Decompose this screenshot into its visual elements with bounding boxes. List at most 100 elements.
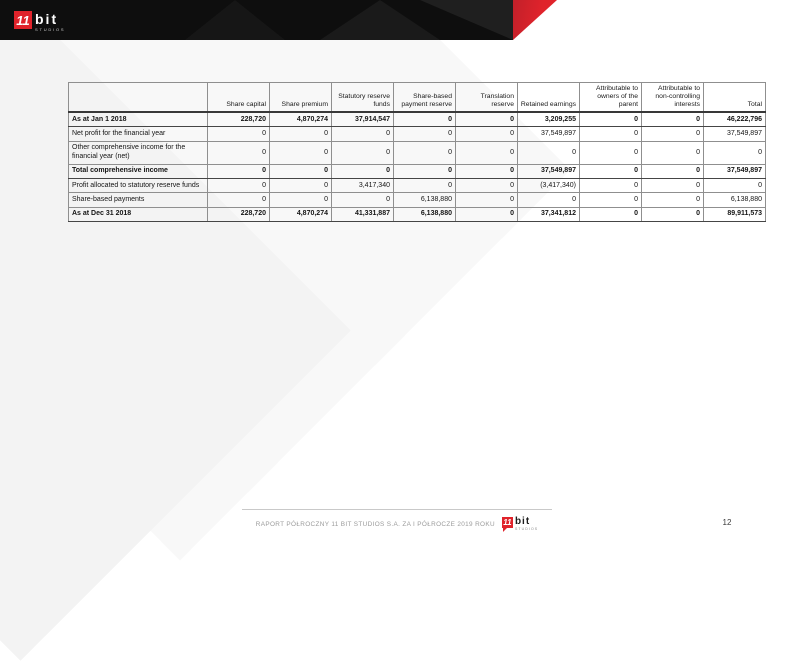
- value-cell: 0: [331, 163, 394, 180]
- table-header-row: Share capital Share premium Statutory rese…: [68, 82, 766, 114]
- footer-logo: 11 bit studios: [501, 516, 538, 532]
- row-label-header: [68, 82, 208, 114]
- value-cell: 0: [579, 140, 642, 165]
- report-title: RAPORT PÓŁROCZNY 11 BIT STUDIOS S.A. ZA …: [255, 520, 495, 528]
- value-cell: 0: [393, 177, 456, 194]
- footer-divider: [242, 509, 552, 510]
- column-header: Retained earnings: [517, 82, 580, 114]
- value-cell: 0: [269, 163, 332, 180]
- value-cell: 0: [269, 177, 332, 194]
- row-label: As at Jan 1 2018: [68, 111, 208, 128]
- value-cell: 37,549,897: [703, 126, 766, 142]
- value-cell: 6,138,880: [703, 192, 766, 208]
- logo-number: 11: [16, 12, 30, 28]
- value-cell: 37,914,547: [331, 111, 394, 128]
- value-cell: 41,331,887: [331, 206, 394, 223]
- column-header: Attributable to owners of the parent: [579, 82, 642, 114]
- value-cell: 0: [455, 163, 518, 180]
- value-cell: 0: [331, 140, 394, 165]
- table-row: Other comprehensive income for the finan…: [68, 140, 766, 165]
- header-bar: 11 bit studios: [0, 0, 513, 40]
- value-cell: 0: [641, 111, 704, 128]
- column-header: Share-based payment reserve: [393, 82, 456, 114]
- value-cell: 0: [579, 163, 642, 180]
- logo-subtitle: studios: [35, 27, 66, 32]
- column-header: Statutory reserve funds: [331, 82, 394, 114]
- value-cell: 0: [393, 163, 456, 180]
- value-cell: 0: [579, 177, 642, 194]
- value-cell: 0: [269, 192, 332, 208]
- value-cell: 4,870,274: [269, 111, 332, 128]
- value-cell: 0: [455, 111, 518, 128]
- header-facet-triangle: [320, 0, 440, 40]
- row-label: Other comprehensive income for the finan…: [68, 140, 208, 165]
- column-header: Translation reserve: [455, 82, 518, 114]
- value-cell: 6,138,880: [393, 206, 456, 223]
- footer-logo-number: 11: [503, 518, 512, 527]
- column-header: Share premium: [269, 82, 332, 114]
- value-cell: 0: [331, 192, 394, 208]
- value-cell: 0: [641, 126, 704, 142]
- row-label: Share-based payments: [68, 192, 208, 208]
- value-cell: 0: [641, 206, 704, 223]
- row-label: Profit allocated to statutory reserve fu…: [68, 177, 208, 194]
- value-cell: 6,138,880: [393, 192, 456, 208]
- value-cell: 0: [641, 140, 704, 165]
- value-cell: 0: [579, 206, 642, 223]
- header-facet-triangle: [185, 0, 285, 40]
- table-row: Profit allocated to statutory reserve fu…: [68, 177, 766, 194]
- value-cell: 0: [393, 111, 456, 128]
- value-cell: 37,549,897: [517, 163, 580, 180]
- page-number: 12: [722, 518, 732, 527]
- value-cell: 4,870,274: [269, 206, 332, 223]
- footer-logo-mark-icon: 11: [501, 517, 513, 528]
- value-cell: 0: [207, 126, 270, 142]
- value-cell: 0: [393, 140, 456, 165]
- value-cell: 0: [207, 140, 270, 165]
- value-cell: 37,341,812: [517, 206, 580, 223]
- logo-mark-icon: 11: [14, 11, 32, 29]
- table-row: As at Dec 31 2018 228,720 4,870,274 41,331,…: [68, 206, 766, 223]
- value-cell: 0: [579, 192, 642, 208]
- value-cell: 0: [641, 163, 704, 180]
- value-cell: 0: [641, 177, 704, 194]
- value-cell: 0: [207, 163, 270, 180]
- column-header: Share capital: [207, 82, 270, 114]
- value-cell: 0: [455, 192, 518, 208]
- value-cell: 37,549,897: [517, 126, 580, 142]
- value-cell: 0: [331, 126, 394, 142]
- footer-content: RAPORT PÓŁROCZNY 11 BIT STUDIOS S.A. ZA …: [242, 516, 552, 532]
- value-cell: 0: [207, 192, 270, 208]
- value-cell: 3,209,255: [517, 111, 580, 128]
- value-cell: 46,222,796: [703, 111, 766, 128]
- row-label: Net profit for the financial year: [68, 126, 208, 142]
- column-header: Attributable to non-controlling interest…: [641, 82, 704, 114]
- logo-text: bit studios: [35, 11, 65, 32]
- value-cell: 0: [517, 192, 580, 208]
- column-header: Total: [703, 82, 766, 114]
- value-cell: 0: [455, 206, 518, 223]
- table-row: As at Jan 1 2018 228,720 4,870,274 37,914,5…: [68, 111, 766, 128]
- equity-changes-table: Share capital Share premium Statutory rese…: [68, 82, 766, 223]
- value-cell: 0: [455, 177, 518, 194]
- footer-logo-text: bit studios: [514, 516, 538, 532]
- value-cell: 0: [207, 177, 270, 194]
- header-facet-triangle: [420, 0, 513, 40]
- report-page: 11 bit studios Share capital Share premiu…: [0, 0, 800, 565]
- value-cell: 3,417,340: [331, 177, 394, 194]
- red-corner-accent: [513, 0, 557, 40]
- table-row: Total comprehensive income 0 0 0 0 0 37,549,89…: [68, 163, 766, 180]
- logo-word: bit: [35, 11, 59, 27]
- footer-logo-word: bit: [514, 516, 531, 527]
- value-cell: 37,549,897: [703, 163, 766, 180]
- row-label: Total comprehensive income: [68, 163, 208, 180]
- value-cell: 0: [269, 126, 332, 142]
- value-cell: 0: [641, 192, 704, 208]
- value-cell: 0: [269, 140, 332, 165]
- value-cell: 0: [703, 177, 766, 194]
- value-cell: 0: [455, 126, 518, 142]
- value-cell: 228,720: [207, 111, 270, 128]
- value-cell: 0: [517, 140, 580, 165]
- value-cell: 0: [703, 140, 766, 165]
- table-body: As at Jan 1 2018 228,720 4,870,274 37,914,5…: [68, 111, 766, 223]
